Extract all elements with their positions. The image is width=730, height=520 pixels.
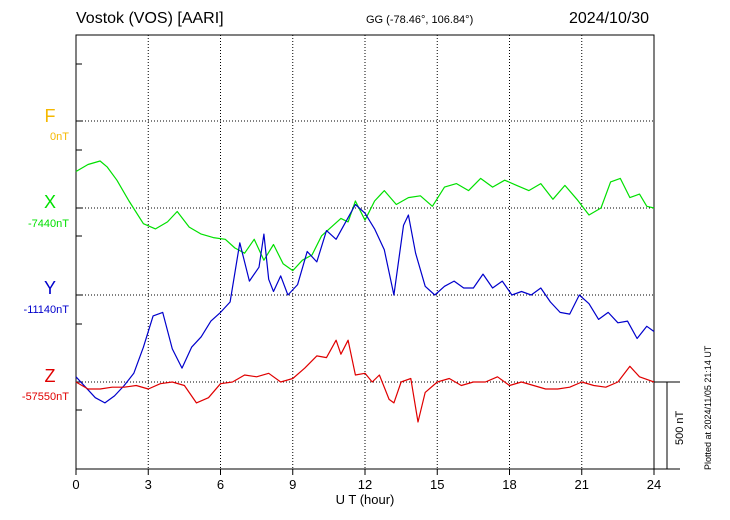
series-label-y: Y: [44, 278, 56, 298]
station-title: Vostok (VOS) [AARI]: [76, 10, 224, 27]
x-tick-label: 9: [289, 477, 296, 492]
series-labels: F 0nT X -7440nT Y -11140nT Z -57550nT: [22, 106, 69, 403]
geographic-coords: GG (-78.46°, 106.84°): [366, 14, 474, 26]
series-baseline-y: -11140nT: [24, 304, 70, 316]
series-baseline-x: -7440nT: [28, 218, 69, 230]
x-axis-label: U T (hour): [336, 492, 395, 507]
x-tick-label: 0: [72, 477, 79, 492]
x-tick-label: 24: [647, 477, 661, 492]
series-line-y: [75, 203, 655, 404]
x-axis-ticks: 0 3 6 9 12 15 18 21 24: [72, 469, 661, 492]
x-tick-label: 12: [358, 477, 372, 492]
scale-bar: 500 nT: [654, 381, 686, 470]
series-baseline-z: -57550nT: [22, 391, 69, 403]
plotted-timestamp: Plotted at 2024/11/05 21:14 UT: [703, 345, 713, 470]
x-tick-label: 21: [575, 477, 589, 492]
series-line-x: [75, 160, 655, 272]
x-tick-label: 3: [145, 477, 152, 492]
x-tick-label: 15: [430, 477, 444, 492]
series-label-x: X: [44, 192, 56, 212]
series-label-z: Z: [45, 366, 56, 386]
series-line-z: [75, 339, 655, 423]
x-tick-label: 6: [217, 477, 224, 492]
series-baseline-f: 0nT: [50, 131, 69, 143]
series-lines: [75, 160, 655, 423]
series-label-f: F: [45, 106, 56, 126]
scale-bar-label: 500 nT: [674, 410, 686, 445]
plot-grid: [147, 35, 583, 469]
x-tick-label: 18: [502, 477, 516, 492]
chart-date: 2024/10/30: [569, 10, 650, 27]
